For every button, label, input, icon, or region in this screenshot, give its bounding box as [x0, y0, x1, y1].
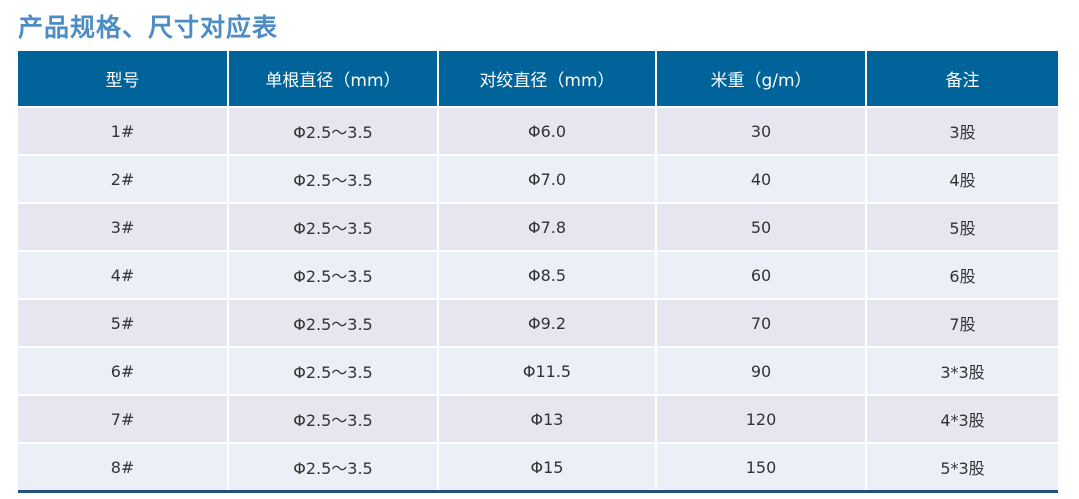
- table-cell: 4#: [18, 250, 229, 299]
- table-cell: 4股: [865, 154, 1058, 203]
- table-cell: Φ2.5～3.5: [227, 250, 439, 299]
- table-cell: Φ2.5～3.5: [227, 346, 439, 395]
- column-header: 对绞直径（mm）: [437, 51, 657, 107]
- table-row: 6# Φ2.5～3.5 Φ11.5 90 3*3股: [18, 346, 1058, 395]
- column-header: 备注: [865, 51, 1058, 107]
- table-cell: 7#: [18, 394, 229, 443]
- table-cell: 70: [655, 298, 867, 347]
- table-cell: Φ2.5～3.5: [227, 442, 439, 492]
- table-cell: 40: [655, 154, 867, 203]
- table-cell: Φ15: [437, 442, 657, 492]
- table-header: 型号 单根直径（mm） 对绞直径（mm） 米重（g/m） 备注: [18, 51, 1058, 107]
- table-cell: 150: [655, 442, 867, 492]
- table-cell: 50: [655, 202, 867, 251]
- table-cell: Φ2.5～3.5: [227, 202, 439, 251]
- table-cell: Φ11.5: [437, 346, 657, 395]
- table-cell: 2#: [18, 154, 229, 203]
- column-header: 单根直径（mm）: [227, 51, 439, 107]
- table-row: 8# Φ2.5～3.5 Φ15 150 5*3股: [18, 442, 1058, 492]
- table-cell: 3股: [865, 106, 1058, 155]
- page-title: 产品规格、尺寸对应表: [18, 13, 279, 42]
- table-cell: Φ6.0: [437, 106, 657, 155]
- table-cell: 1#: [18, 106, 229, 155]
- table-cell: Φ13: [437, 394, 657, 443]
- column-header: 米重（g/m）: [655, 51, 867, 107]
- table-row: 3# Φ2.5～3.5 Φ7.8 50 5股: [18, 202, 1058, 251]
- table-row: 4# Φ2.5～3.5 Φ8.5 60 6股: [18, 250, 1058, 299]
- table-cell: 6股: [865, 250, 1058, 299]
- table-cell: 8#: [18, 442, 229, 492]
- table-row: 1# Φ2.5～3.5 Φ6.0 30 3股: [18, 106, 1058, 155]
- spec-table: 型号 单根直径（mm） 对绞直径（mm） 米重（g/m） 备注 1# Φ2.5～3.5 Φ6…: [18, 51, 1058, 493]
- table-cell: 5股: [865, 202, 1058, 251]
- table-cell: Φ2.5～3.5: [227, 106, 439, 155]
- table-row: 7# Φ2.5～3.5 Φ13 120 4*3股: [18, 394, 1058, 443]
- table-cell: 7股: [865, 298, 1058, 347]
- table-cell: Φ7.0: [437, 154, 657, 203]
- table-cell: 5*3股: [865, 442, 1058, 492]
- table-cell: Φ2.5～3.5: [227, 154, 439, 203]
- table-row: 2# Φ2.5～3.5 Φ7.0 40 4股: [18, 154, 1058, 203]
- column-header: 型号: [18, 51, 229, 107]
- table-row: 5# Φ2.5～3.5 Φ9.2 70 7股: [18, 298, 1058, 347]
- table-cell: Φ9.2: [437, 298, 657, 347]
- table-cell: 4*3股: [865, 394, 1058, 443]
- table-cell: 3*3股: [865, 346, 1058, 395]
- table-cell: Φ7.8: [437, 202, 657, 251]
- table-cell: 6#: [18, 346, 229, 395]
- table-cell: Φ2.5～3.5: [227, 298, 439, 347]
- table-cell: Φ2.5～3.5: [227, 394, 439, 443]
- table-cell: 3#: [18, 202, 229, 251]
- table-cell: 30: [655, 106, 867, 155]
- table-cell: 5#: [18, 298, 229, 347]
- table-cell: 90: [655, 346, 867, 395]
- table-cell: 120: [655, 394, 867, 443]
- table-cell: 60: [655, 250, 867, 299]
- table-cell: Φ8.5: [437, 250, 657, 299]
